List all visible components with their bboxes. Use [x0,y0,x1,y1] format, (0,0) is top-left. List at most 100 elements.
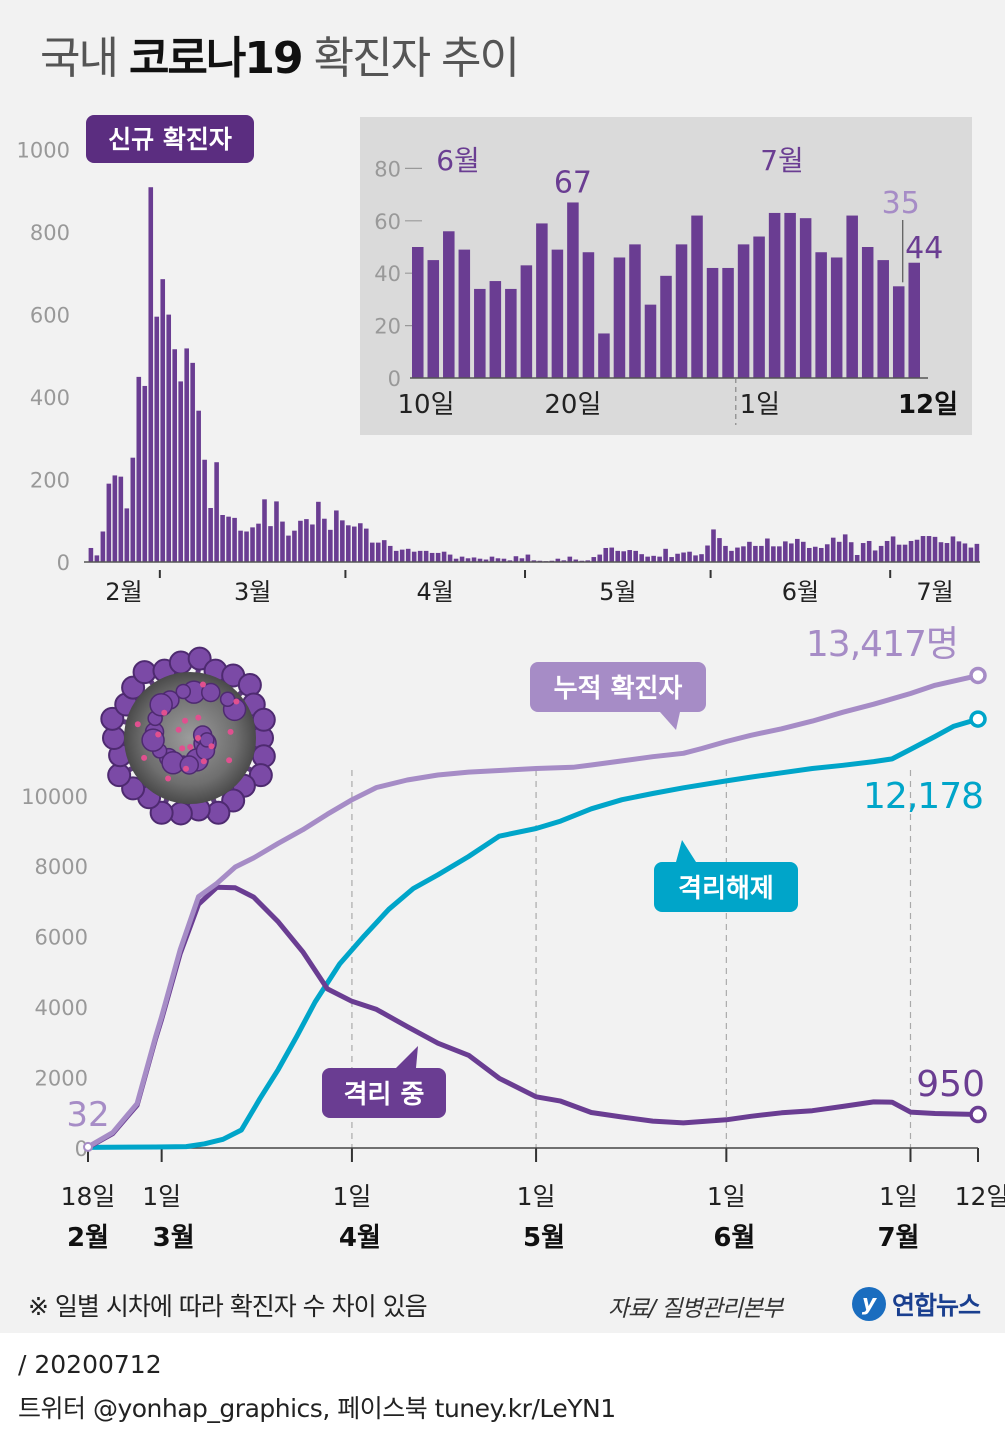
yonhap-logo-icon: y [852,1287,886,1321]
daily-bar [118,476,124,562]
series-label-box [86,115,254,163]
virus-spike [187,646,212,671]
daily-bar [771,546,776,562]
virus-dot [195,714,202,721]
daily-bar [142,385,148,562]
virus-spike [237,672,262,697]
inset-bar [753,236,765,378]
daily-bar [830,537,836,562]
daily-bar [585,560,591,562]
daily-bar [789,543,794,562]
virus-spike [175,683,192,700]
series-end-value: 950 [916,1064,985,1105]
inset-bar [737,244,750,378]
daily-bar [423,550,429,562]
series-label: 신규 확진자 [108,125,232,154]
inset-bar [474,288,486,378]
virus-dot [187,743,194,750]
virus-spike [251,707,276,732]
daily-bar [429,552,435,562]
daily-bar [465,558,471,562]
x-tick-month-label: 6월 [713,1223,755,1253]
x-tick-month-label: 2월 [67,1223,109,1253]
daily-bar [112,475,118,562]
daily-bar [340,520,345,562]
daily-bar [908,540,914,562]
daily-bar [232,517,237,562]
footer-date: / 20200712 [18,1350,162,1379]
daily-bar [100,531,106,562]
series-end-value: 12,178 [863,776,983,817]
daily-bar [160,279,166,562]
inset-bar [784,212,796,378]
x-tick-day-label: 18일 [61,1182,116,1211]
y-tick-label: 1000 [17,139,70,163]
daily-bar [238,530,243,562]
y-tick-label: 0 [57,551,70,575]
series-label: 누적 확진자 [554,674,683,704]
inset-x-tick-label: 10일 [397,390,454,420]
x-tick-month-label: 7월 [877,1223,919,1253]
daily-bar [567,556,573,562]
daily-bar [88,547,94,562]
inset-bar [660,275,672,378]
daily-bar [369,542,375,562]
daily-bar [842,534,848,562]
daily-bar [651,555,656,562]
x-tick-day-label: 1일 [517,1182,556,1211]
x-tick-day-label: 1일 [707,1182,746,1211]
daily-bar [316,501,321,562]
daily-bar [747,541,752,562]
daily-bar [555,558,561,562]
daily-bar [178,381,183,562]
series-end-marker [969,710,987,728]
virus-spike [149,693,173,717]
y-tick-label: 400 [30,386,70,410]
inset-bar [846,215,858,378]
x-tick-day-label: 1일 [332,1182,371,1211]
inset-month-label: 7월 [760,144,804,177]
daily-bar [944,543,950,562]
inset-bar [877,260,889,378]
daily-bar [896,544,902,562]
daily-bar [274,501,279,562]
daily-bar [693,555,698,562]
inset-bar [489,281,502,378]
daily-bar [968,547,974,562]
inset-y-tick-label: 60 [374,210,401,234]
daily-bar [310,524,315,562]
daily-bar [932,536,938,562]
y-tick-label: 2000 [35,1067,88,1091]
daily-bar [609,547,615,562]
inset-bar [908,262,920,378]
inset-x-tick-label: 20일 [544,390,601,420]
daily-bar [890,536,896,562]
daily-bar [884,540,890,562]
daily-bar [591,557,597,562]
daily-bar [801,541,806,562]
daily-bar [262,499,267,562]
series-label-pointer [660,712,680,730]
series-start-marker [83,1141,93,1152]
daily-bar [705,545,710,562]
virus-dot [141,754,148,761]
series-line [85,673,981,1150]
inset-bar [567,202,579,378]
daily-bar [328,529,333,562]
series-start-value: 32 [66,1095,109,1135]
daily-bar [250,527,255,562]
virus-dot [199,681,206,688]
daily-bar [184,348,189,562]
y-tick-label: 10000 [21,785,88,809]
daily-bar [914,539,920,562]
inset-bar [799,218,812,378]
daily-bar [280,521,285,562]
daily-bar [627,550,632,562]
series-end-marker [969,666,987,685]
daily-bar [639,554,644,562]
daily-bar [435,552,441,562]
y-tick-label: 200 [30,469,70,493]
virus-dot [161,709,168,716]
daily-bar [866,540,872,562]
